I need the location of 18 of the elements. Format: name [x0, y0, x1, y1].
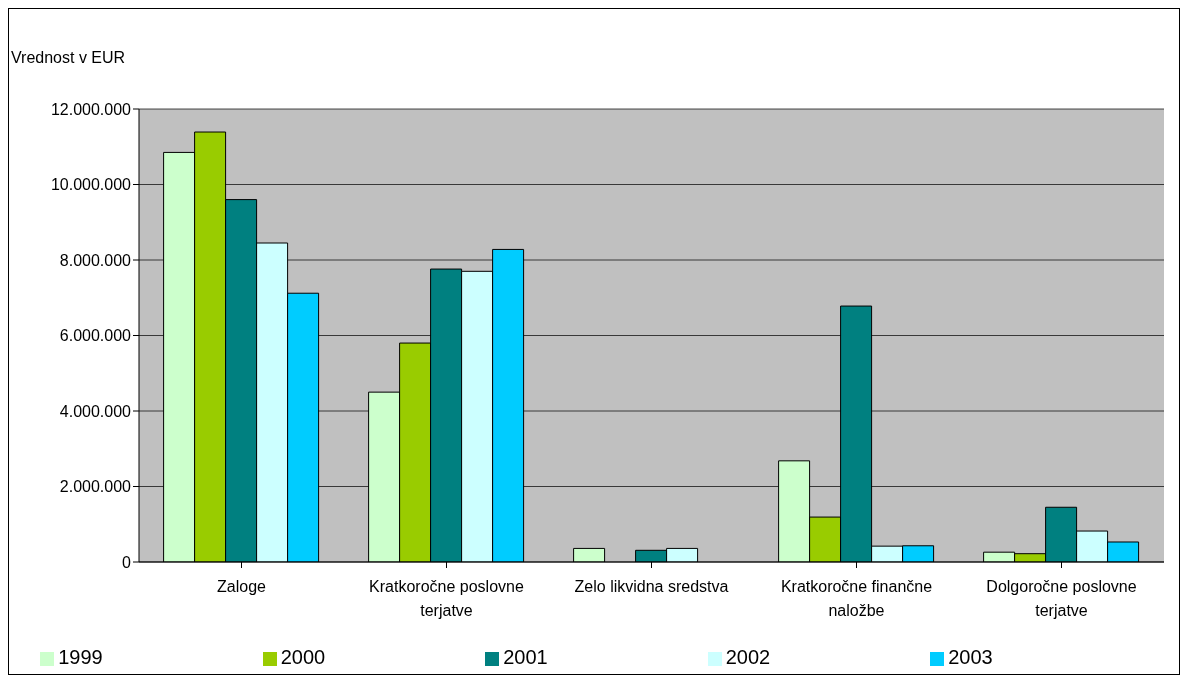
- y-tick-label: 10.000.000: [50, 176, 132, 194]
- legend-label: 2002: [725, 646, 771, 668]
- legend-label: 2001: [503, 646, 548, 668]
- legend-label: 2000: [280, 646, 326, 668]
- legend-label: 2003: [948, 646, 993, 668]
- x-tick-label: Zaloge: [217, 578, 267, 595]
- y-tick-label: 0: [122, 553, 132, 571]
- y-tick-label: 4.000.000: [59, 402, 132, 420]
- x-tick-label: Dolgoročne poslovne terjatve: [986, 578, 1137, 619]
- y-tick-label: 12.000.000: [50, 100, 132, 118]
- y-tick-label: 8.000.000: [59, 251, 132, 269]
- legend-label: 1999: [58, 646, 103, 668]
- x-tick-label: Zelo likvidna sredstva: [574, 578, 729, 595]
- x-tick-label: Kratkoročne poslovne terjatve: [369, 578, 524, 619]
- x-tick-label: Kratkoročne finančne naložbe: [780, 578, 933, 619]
- y-tick-label: 6.000.000: [59, 327, 132, 345]
- y-tick-label: 2.000.000: [59, 478, 132, 496]
- y-axis-title: Vrednost v EUR: [11, 49, 126, 67]
